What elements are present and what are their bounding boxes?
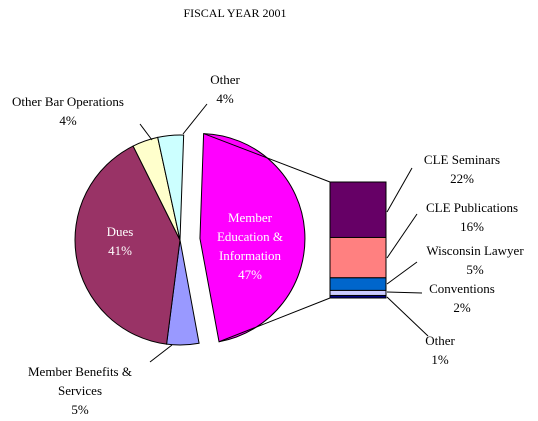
slice-label: Member Education & Information 47% xyxy=(203,208,298,284)
label-name: Other xyxy=(210,72,240,87)
pie-slice xyxy=(157,134,185,241)
label-value: 5% xyxy=(466,262,484,277)
label-name: Member Benefits & Services xyxy=(28,364,132,398)
leader-line xyxy=(139,123,153,141)
leader-line xyxy=(386,296,429,337)
bar-segment xyxy=(329,236,387,279)
label-value: 4% xyxy=(59,113,77,128)
slice-label: Other 1% xyxy=(410,331,470,369)
slice-label: CLE Seminars 22% xyxy=(402,150,522,188)
slice-label: Dues 41% xyxy=(85,222,155,260)
label-value: 4% xyxy=(216,91,234,106)
leader-line xyxy=(386,291,423,294)
leader-line xyxy=(386,213,418,259)
label-name: Member Education & Information xyxy=(216,210,284,263)
leader-line xyxy=(386,261,418,285)
slice-label: Wisconsin Lawyer 5% xyxy=(413,241,538,279)
leader-line xyxy=(218,297,331,343)
slice-label: Other Bar Operations 4% xyxy=(0,92,143,130)
slice-label: Other 4% xyxy=(195,70,255,108)
bar-segment xyxy=(329,181,387,238)
bar-segment xyxy=(329,294,387,299)
leader-line xyxy=(203,133,331,183)
label-value: 2% xyxy=(453,300,471,315)
label-value: 22% xyxy=(450,171,474,186)
label-value: 16% xyxy=(460,219,484,234)
label-value: 47% xyxy=(238,267,262,282)
pie-slice xyxy=(74,145,181,345)
slice-label: CLE Publications 16% xyxy=(407,198,537,236)
label-name: Conventions xyxy=(429,281,495,296)
label-value: 5% xyxy=(71,402,89,417)
label-name: CLE Seminars xyxy=(423,152,501,167)
bar-segment xyxy=(329,289,387,296)
bar-segment xyxy=(329,277,387,291)
label-value: 41% xyxy=(108,243,132,258)
leader-line xyxy=(386,167,413,213)
label-name: CLE Publications xyxy=(425,200,519,215)
leader-line xyxy=(182,103,208,135)
label-name: Other xyxy=(425,333,455,348)
slice-label: Member Benefits & Services 5% xyxy=(10,362,150,419)
label-name: Other Bar Operations xyxy=(12,94,124,109)
slice-label: Conventions 2% xyxy=(407,279,517,317)
leader-line xyxy=(149,344,173,363)
label-name: Dues xyxy=(106,224,134,239)
chart-title: FISCAL YEAR 2001 xyxy=(183,6,287,20)
label-name: Wisconsin Lawyer xyxy=(426,243,524,258)
label-value: 1% xyxy=(431,352,449,367)
